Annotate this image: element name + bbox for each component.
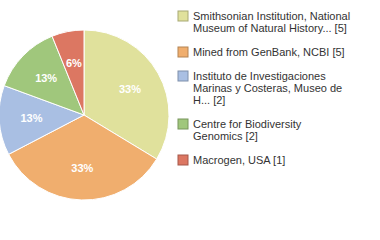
legend-item: Smithsonian Institution, NationalMuseum …	[178, 10, 350, 34]
legend-swatch	[178, 71, 188, 81]
legend: Smithsonian Institution, NationalMuseum …	[178, 10, 350, 166]
data-label: 13%	[35, 72, 57, 84]
data-label: 33%	[71, 162, 93, 174]
legend-label: Smithsonian Institution, NationalMuseum …	[193, 10, 350, 34]
legend-swatch	[178, 119, 188, 129]
data-label: 13%	[20, 112, 42, 124]
legend-item: Macrogen, USA [1]	[178, 154, 285, 166]
legend-swatch	[178, 47, 188, 57]
legend-swatch	[178, 11, 188, 21]
legend-label: Instituto de InvestigacionesMarinas y Co…	[193, 70, 342, 106]
legend-item: Centre for BiodiversityGenomics [2]	[178, 118, 302, 142]
legend-item: Instituto de InvestigacionesMarinas y Co…	[178, 70, 342, 106]
legend-label: Centre for BiodiversityGenomics [2]	[193, 118, 302, 142]
chart: 33% 33% 13% 13% 6% Smithsonian Institution, N…	[0, 0, 380, 240]
legend-label: Macrogen, USA [1]	[193, 154, 285, 166]
data-label: 6%	[66, 57, 82, 69]
legend-swatch	[178, 155, 188, 165]
legend-item: Mined from GenBank, NCBI [5]	[178, 46, 345, 58]
pie: 33% 33% 13% 13% 6%	[0, 30, 169, 200]
legend-label: Mined from GenBank, NCBI [5]	[193, 46, 345, 58]
data-label: 33%	[119, 83, 141, 95]
